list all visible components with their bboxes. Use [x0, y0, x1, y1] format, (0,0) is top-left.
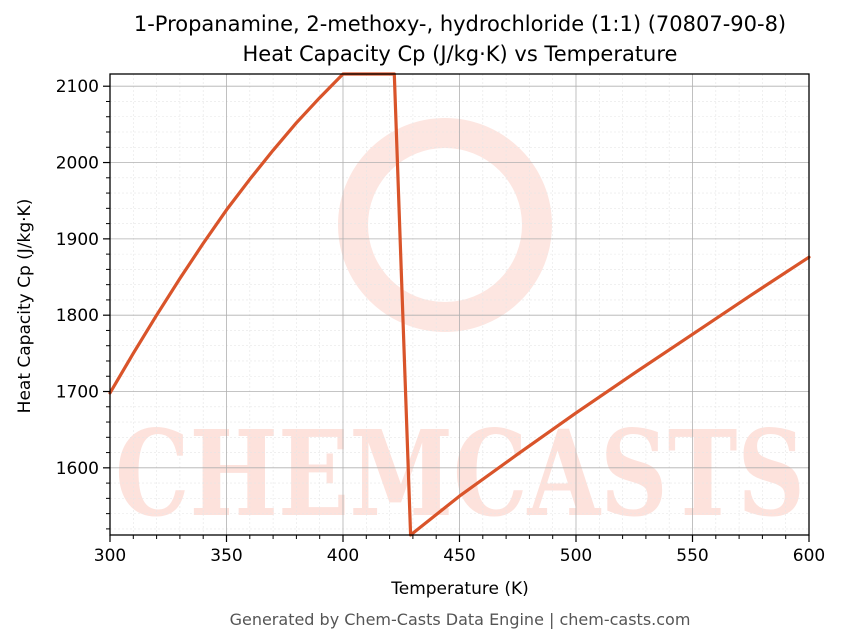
watermark-text: CHEMCASTS	[115, 404, 805, 543]
x-tick-label: 450	[443, 546, 475, 566]
y-tick-label: 1700	[56, 383, 99, 403]
y-tick-labels: 1600 1700 1800 1900 2000 2100	[56, 77, 99, 479]
x-tick-label: 600	[793, 546, 825, 566]
x-tick-label: 550	[676, 546, 708, 566]
x-tick-label: 350	[210, 546, 242, 566]
x-tick-label: 400	[327, 546, 359, 566]
y-tick-label: 1800	[56, 306, 99, 326]
chemcasts-watermark: CHEMCASTS	[115, 118, 805, 543]
y-tick-label: 2000	[56, 154, 99, 174]
x-tick-label: 300	[94, 546, 126, 566]
y-axis-label: Heat Capacity Cp (J/kg·K)	[15, 199, 35, 414]
watermark-ring	[338, 118, 552, 332]
footer-credit: Generated by Chem-Casts Data Engine | ch…	[230, 610, 691, 629]
x-axis-label: Temperature (K)	[390, 579, 529, 599]
y-tick-label: 2100	[56, 77, 99, 97]
y-tick-label: 1600	[56, 459, 99, 479]
axis-ticks	[103, 85, 810, 542]
x-tick-labels: 300 350 400 450 500 550 600	[94, 546, 825, 566]
chart-title: 1-Propanamine, 2-methoxy-, hydrochloride…	[134, 12, 786, 36]
y-tick-label: 1900	[56, 230, 99, 250]
x-tick-label: 500	[560, 546, 592, 566]
chart-subtitle: Heat Capacity Cp (J/kg·K) vs Temperature	[243, 42, 678, 66]
